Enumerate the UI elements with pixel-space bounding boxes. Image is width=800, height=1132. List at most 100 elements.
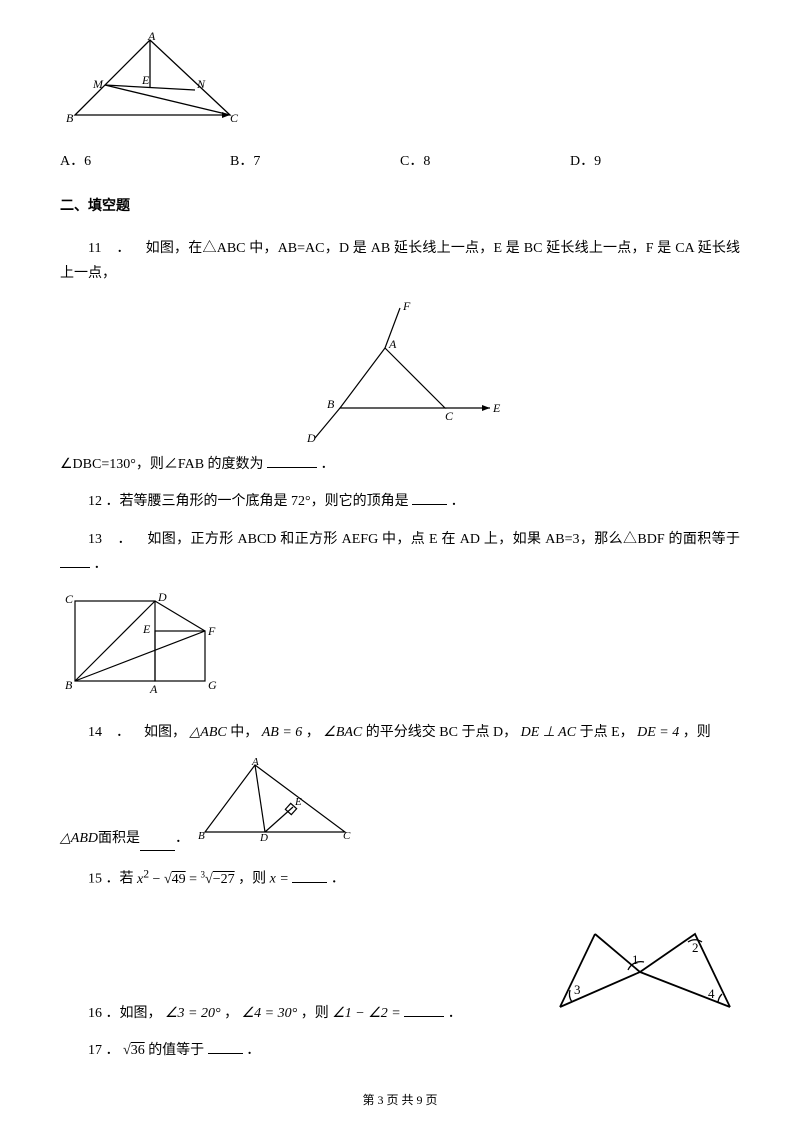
q17-text-a: ． [106,1043,120,1058]
q15-x: x = [270,872,289,887]
question-14: 14 ． 如图， △ABC 中， AB = 6 ， ∠BAC 的平分线交 BC … [60,720,740,745]
q12-num: 12 [88,494,102,509]
q14-fC: C [343,830,351,842]
q16-num: 16 [88,1006,102,1021]
q16-diff: ∠1 − ∠2 = [332,1006,401,1021]
q14-ab: AB = 6 [262,725,303,740]
q12-text: ．若等腰三角形的一个底角是 72°，则它的顶角是 [106,494,409,509]
q13-A: A [149,682,158,696]
option-B: B．7 [230,149,400,174]
q11-text-c: ． [321,457,335,472]
q14-text-f: ，则 [683,725,711,740]
q16-text-b: ，则 [301,1006,329,1021]
q13-end: ． [94,557,108,572]
q14-line2: △ABD 面积是 ． A B D C E [60,757,740,851]
q14-fB: B [198,830,205,842]
triangle-men-svg: A M E N B C [60,30,240,130]
q13-C: C [65,592,74,606]
q16-l3: 3 [574,982,581,997]
fig-q11: F A B C D E [60,298,740,452]
q11-line2: ∠DBC=130°，则∠FAB 的度数为 ． [60,452,740,477]
q11-text-b: ∠DBC=130°，则∠FAB 的度数为 [60,457,264,472]
label-B: B [66,111,74,125]
fig-q10: A M E N B C [60,30,740,139]
q13-F: F [207,624,216,638]
q11-C: C [445,409,454,423]
option-D: D．9 [570,149,740,174]
label-E: E [141,73,150,87]
option-A: A．6 [60,149,230,174]
q16-a4: ∠4 = 30° [242,1006,298,1021]
q14-text-c: ， [306,725,320,740]
q16-a3: ∠3 = 20° [165,1006,221,1021]
q17-end: ． [246,1043,260,1058]
q16-text-a: ．如图， [106,1006,162,1021]
question-12: 12 ．若等腰三角形的一个底角是 72°，则它的顶角是 ． [60,489,740,514]
q14-deac: DE ⊥ AC [521,725,577,740]
q17-num: 17 [88,1043,102,1058]
q14-abd: △ABD [60,826,98,851]
q13-E: E [142,622,151,636]
q16-blank [404,1003,444,1017]
fig-q14-svg: A B D C E [195,757,355,842]
q13-dot: ． [118,532,132,547]
q14-text-e: 于点 E， [580,725,634,740]
q16-end: ． [448,1006,462,1021]
q11-F: F [402,299,411,313]
q16-l4: 4 [708,986,715,1001]
q16-l1: 1 [632,952,639,967]
section-2-title: 二、填空题 [60,194,740,219]
label-C: C [230,111,239,125]
question-17: 17 ． √36 的值等于 ． [60,1038,740,1063]
q13-text: 如图，正方形 ABCD 和正方形 AEFG 中，点 E 在 AD 上，如果 AB… [147,532,740,547]
q14-bac: ∠BAC [323,725,362,740]
q16-l2: 2 [692,940,699,955]
q12-end: ． [451,494,465,509]
q14-text-g: 面积是 [98,826,140,851]
q14-abc: △ABC [190,725,227,740]
q14-end: ． [175,826,189,851]
q15-text-b: ，则 [238,872,266,887]
q16-c1: ， [224,1006,238,1021]
q11-B: B [327,397,335,411]
q14-blank [140,837,175,851]
q15-blank [292,869,327,883]
q14-fE: E [294,796,302,808]
q14-dot: ． [116,725,130,740]
q13-D: D [157,590,167,604]
q13-num: 13 [88,532,102,547]
q11-num: 11 [88,241,101,256]
q13-G: G [208,678,217,692]
q11-D: D [306,431,316,443]
fig-q16: 1 2 3 4 [550,922,740,1026]
q14-fD: D [259,832,268,842]
q12-blank [412,491,447,505]
label-N: N [196,77,206,91]
q17-blank [208,1040,243,1054]
question-15: 15 ．若 x2 − √49 = 3√−27 ，则 x = ． [60,863,740,892]
fig-q13: C D E F B A G [60,589,740,708]
label-A: A [147,30,156,43]
q15-num: 15 [88,872,102,887]
q14-text-a: 如图， [144,725,186,740]
q11-E: E [492,401,501,415]
q14-fA: A [251,757,259,768]
label-M: M [92,77,104,91]
q17-text-b: 的值等于 [148,1043,204,1058]
q11-blank [267,454,317,468]
q15-text-a: ．若 [106,872,134,887]
option-C: C．8 [400,149,570,174]
q14-num: 14 [88,725,102,740]
q14-text-d: 的平分线交 BC 于点 D， [366,725,517,740]
question-16-row: 16 ．如图， ∠3 = 20° ， ∠4 = 30° ，则 ∠1 − ∠2 =… [60,922,740,1026]
question-11: 11 ． 如图，在△ABC 中，AB=AC，D 是 AB 延长线上一点，E 是 … [60,236,740,286]
q11-A: A [388,337,397,351]
question-13: 13 ． 如图，正方形 ABCD 和正方形 AEFG 中，点 E 在 AD 上，… [60,527,740,577]
q11-text-a: 如图，在△ABC 中，AB=AC，D 是 AB 延长线上一点，E 是 BC 延长… [60,241,740,281]
q15-end: ． [331,872,345,887]
options-row: A．6 B．7 C．8 D．9 [60,149,740,174]
q14-de: DE = 4 [637,725,679,740]
q11-dot: ． [116,241,130,256]
q14-text-b: 中， [230,725,258,740]
q13-blank [60,554,90,568]
